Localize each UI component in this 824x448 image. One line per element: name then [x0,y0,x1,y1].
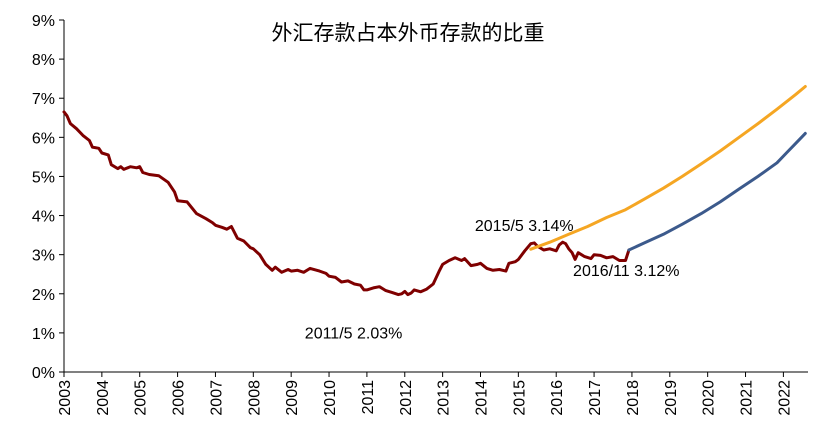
x-tick-label: 2014 [473,380,490,416]
y-tick-label: 9% [32,13,55,30]
x-tick-label: 2007 [208,380,225,416]
y-tick-label: 6% [32,130,55,147]
x-tick-label: 2013 [436,380,453,416]
chart-title: 外汇存款占本外币存款的比重 [272,22,545,45]
y-tick-label: 8% [32,52,55,69]
y-tick-label: 5% [32,169,55,186]
x-tick-label: 2021 [739,380,756,416]
x-tick-label: 2005 [133,380,150,416]
y-axis-ticks: 0% 1% 2% 3% 4% 5% 6% 7% 8% 9% [32,13,64,382]
x-tick-label: 2003 [57,380,74,416]
x-tick-label: 2019 [663,380,680,416]
x-tick-label: 2012 [398,380,415,416]
x-tick-label: 2017 [587,380,604,416]
x-tick-label: 2004 [95,380,112,416]
annotation-label: 2016/11 3.12% [573,263,679,280]
y-tick-label: 7% [32,91,55,108]
series-line-2 [529,85,807,251]
y-tick-label: 0% [32,365,55,382]
y-tick-label: 3% [32,248,55,265]
axes [63,20,808,373]
x-tick-label: 2006 [171,380,188,416]
x-tick-label: 2018 [625,380,642,416]
annotations: 2015/5 3.14% 2016/11 3.12% 2011/5 2.03% [305,218,680,342]
x-tick-label: 2020 [701,380,718,416]
x-tick-label: 2022 [776,380,793,416]
x-tick-label: 2009 [284,380,301,416]
x-tick-label: 2016 [549,380,566,416]
y-tick-label: 4% [32,209,55,226]
series-line-1 [62,110,631,297]
x-tick-label: 2010 [322,380,339,416]
x-tick-label: 2015 [511,380,528,416]
x-tick-label: 2011 [360,380,377,415]
x-axis-ticks: 2003 2004 2005 2006 2007 2008 2009 2010 2011 2012… [57,372,793,416]
x-tick-label: 2008 [246,380,263,416]
y-tick-label: 1% [32,326,55,343]
annotation-label: 2011/5 2.03% [305,326,403,343]
annotation-label: 2015/5 3.14% [475,218,574,235]
y-tick-label: 2% [32,287,55,304]
series-line-3 [627,131,807,252]
series-lines [62,85,807,297]
